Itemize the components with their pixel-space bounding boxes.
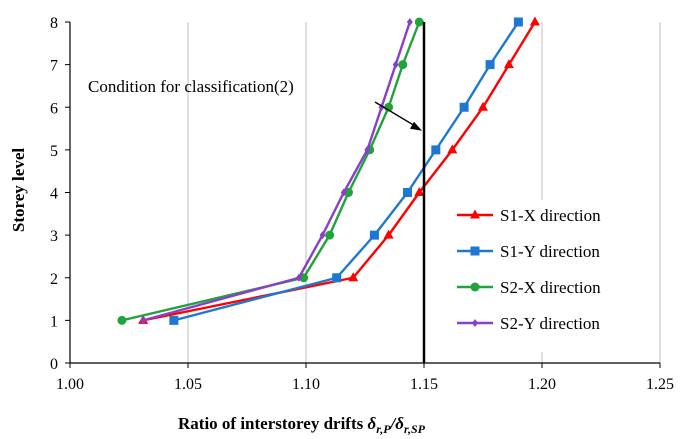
x-tick-labels: 1.00 1.05 1.10 1.15 1.20 1.25 xyxy=(56,376,674,393)
series-4-point-3 xyxy=(319,231,326,240)
x-axis-title-sub1: r,P xyxy=(376,422,391,436)
series-4-point-7 xyxy=(392,60,399,69)
legend-item-2: S1-Y direction xyxy=(457,242,600,261)
series-2-point-8 xyxy=(513,17,523,27)
legend-label-4: S2-Y direction xyxy=(500,314,600,333)
x-axis-title-sub2: r,SP xyxy=(404,422,426,436)
y-tick-2: 2 xyxy=(50,271,58,288)
series-2-point-4 xyxy=(402,188,412,197)
y-tick-0: 0 xyxy=(50,356,58,373)
series-3-point-7 xyxy=(398,60,408,70)
legend-item-3: S2-X direction xyxy=(457,278,601,297)
legend: S1-X direction S1-Y direction S2-X directi… xyxy=(448,200,658,352)
x-axis-title-delta: δ xyxy=(367,414,376,433)
y-tick-6: 6 xyxy=(50,100,58,117)
y-tick-3: 3 xyxy=(50,228,58,245)
series-2 xyxy=(169,17,523,325)
series-1-point-4 xyxy=(414,187,425,196)
series-2-point-2 xyxy=(332,273,342,283)
series-2-point-5 xyxy=(431,145,441,155)
series-3-point-1 xyxy=(117,315,127,325)
legend-marker-4 xyxy=(472,319,478,327)
series-line-3 xyxy=(121,21,421,322)
legend-marker-2 xyxy=(470,246,480,256)
x-axis-title-main: Ratio of interstorey drifts xyxy=(178,414,367,433)
series-1-point-2 xyxy=(348,272,359,282)
x-tick-1.05: 1.05 xyxy=(174,376,202,393)
axes xyxy=(65,21,661,368)
series-3-point-8 xyxy=(414,17,424,27)
legend-label-3: S2-X direction xyxy=(500,278,601,297)
y-axis-title: Storey level xyxy=(9,148,28,232)
x-tick-1.00: 1.00 xyxy=(56,376,84,393)
annotation-text: Condition for classification(2) xyxy=(88,77,294,96)
series-3 xyxy=(117,17,424,325)
series-line-4 xyxy=(142,21,411,322)
x-axis-title: Ratio of interstorey drifts δr,P/δr,SP xyxy=(178,414,426,436)
series-4-point-1 xyxy=(140,316,147,325)
series-group xyxy=(117,16,540,325)
x-axis-title-sep: /δ xyxy=(389,414,405,433)
y-tick-labels: 0 1 2 3 4 5 6 7 8 xyxy=(50,15,58,373)
legend-marker-1 xyxy=(470,209,480,219)
series-4-point-2 xyxy=(295,273,302,282)
annotation-arrow-line xyxy=(374,101,419,129)
series-1-point-7 xyxy=(503,59,514,69)
series-4-point-5 xyxy=(364,145,371,154)
y-tick-8: 8 xyxy=(50,15,58,32)
annotation-arrow-head xyxy=(410,121,422,131)
x-tick-1.15: 1.15 xyxy=(410,376,438,393)
series-1-point-3 xyxy=(383,229,394,239)
series-2-point-7 xyxy=(485,60,495,70)
series-line-1 xyxy=(142,21,536,322)
x-tick-1.25: 1.25 xyxy=(646,376,674,393)
series-1-point-5 xyxy=(447,144,458,154)
series-4-point-4 xyxy=(340,188,347,197)
series-line-2 xyxy=(173,21,520,322)
legend-box xyxy=(448,200,658,352)
y-tick-1: 1 xyxy=(50,313,58,330)
series-4-point-8 xyxy=(406,18,413,26)
legend-label-1: S1-X direction xyxy=(500,206,601,225)
series-2-point-1 xyxy=(169,315,179,325)
annotation-group: Condition for classification(2) xyxy=(88,77,422,131)
series-4 xyxy=(140,18,413,325)
x-tick-1.20: 1.20 xyxy=(528,376,556,393)
y-tick-5: 5 xyxy=(50,143,58,160)
legend-label-2: S1-Y direction xyxy=(500,242,600,261)
y-tick-4: 4 xyxy=(50,186,58,203)
series-2-point-3 xyxy=(369,230,379,240)
series-2-point-6 xyxy=(459,102,469,112)
series-1-point-6 xyxy=(478,101,488,111)
y-tick-7: 7 xyxy=(50,58,58,75)
x-tick-1.10: 1.10 xyxy=(292,376,320,393)
series-3-point-3 xyxy=(325,230,335,240)
series-1-point-8 xyxy=(529,16,540,26)
legend-marker-3 xyxy=(470,282,480,292)
legend-item-1: S1-X direction xyxy=(457,206,601,225)
legend-item-4: S2-Y direction xyxy=(457,314,600,333)
